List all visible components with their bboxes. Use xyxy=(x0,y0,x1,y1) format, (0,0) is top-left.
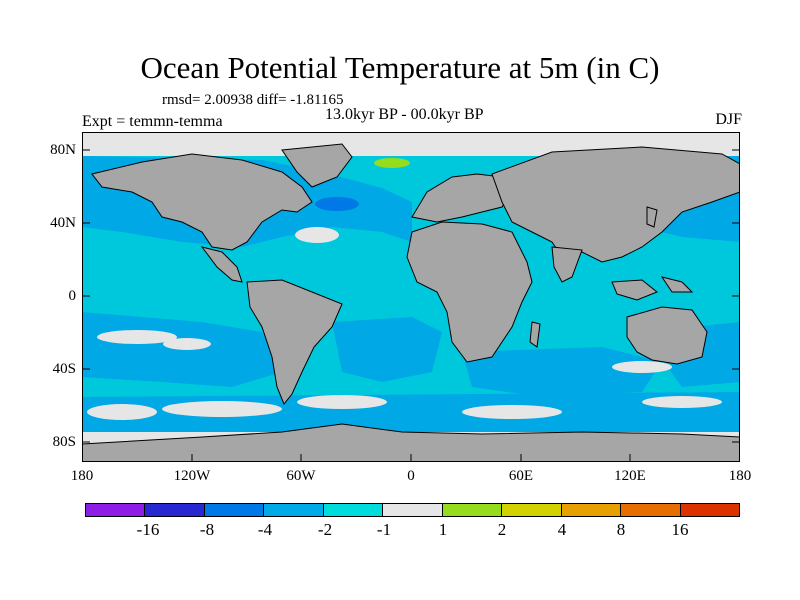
axis-ticks xyxy=(82,149,740,462)
lon-label-120w: 120W xyxy=(173,468,211,484)
colorbar-label: -4 xyxy=(257,520,273,539)
lon-label-60w: 60W xyxy=(286,468,316,484)
lat-label-40s: 40S xyxy=(52,361,76,377)
lat-label-80n: 80N xyxy=(50,142,76,158)
colorbar-segment xyxy=(621,504,681,516)
colorbar-segment xyxy=(383,504,443,516)
colorbar-segment xyxy=(145,504,205,516)
colorbar-label: 16 xyxy=(671,520,689,539)
world-map xyxy=(82,132,740,462)
lon-label-180e: 180 xyxy=(728,468,752,484)
colorbar-segment xyxy=(323,504,384,516)
colorbar-segment xyxy=(442,504,503,516)
colorbar-label: 1 xyxy=(438,520,448,539)
lon-label-60e: 60E xyxy=(508,468,534,484)
lon-label-0: 0 xyxy=(407,468,415,484)
warm-anomaly-patch xyxy=(374,158,410,168)
colorbar-label: -16 xyxy=(136,520,160,539)
land-masses xyxy=(82,143,740,462)
colorbar-segment xyxy=(264,504,324,516)
colorbar-segment xyxy=(204,504,265,516)
colorbar-label: -1 xyxy=(376,520,392,539)
colorbar-label: -2 xyxy=(317,520,333,539)
colorbar-segment xyxy=(502,504,562,516)
colorbar-label: -8 xyxy=(199,520,215,539)
colorbar xyxy=(85,503,740,517)
lon-label-120e: 120E xyxy=(614,468,646,484)
lat-label-40n: 40N xyxy=(50,215,76,231)
stats-text: rmsd= 2.00938 diff= -1.81165 xyxy=(162,92,344,108)
lon-label-180w: 180 xyxy=(70,468,94,484)
colorbar-segment xyxy=(561,504,622,516)
season-label: DJF xyxy=(715,111,742,128)
colorbar-segment xyxy=(680,504,739,516)
lat-label-80s: 80S xyxy=(52,434,76,450)
experiment-label: Expt = temmn-temma xyxy=(82,113,223,130)
colorbar-label: 4 xyxy=(557,520,567,539)
lat-label-0: 0 xyxy=(68,288,77,304)
neutral-patches xyxy=(87,227,722,420)
plot-title: Ocean Potential Temperature at 5m (in C) xyxy=(140,50,660,85)
colorbar-label: 2 xyxy=(497,520,507,539)
colorbar-segment xyxy=(86,504,146,516)
colorbar-label: 8 xyxy=(616,520,626,539)
subtitle-text: 13.0kyr BP - 00.0kyr BP xyxy=(325,106,484,123)
